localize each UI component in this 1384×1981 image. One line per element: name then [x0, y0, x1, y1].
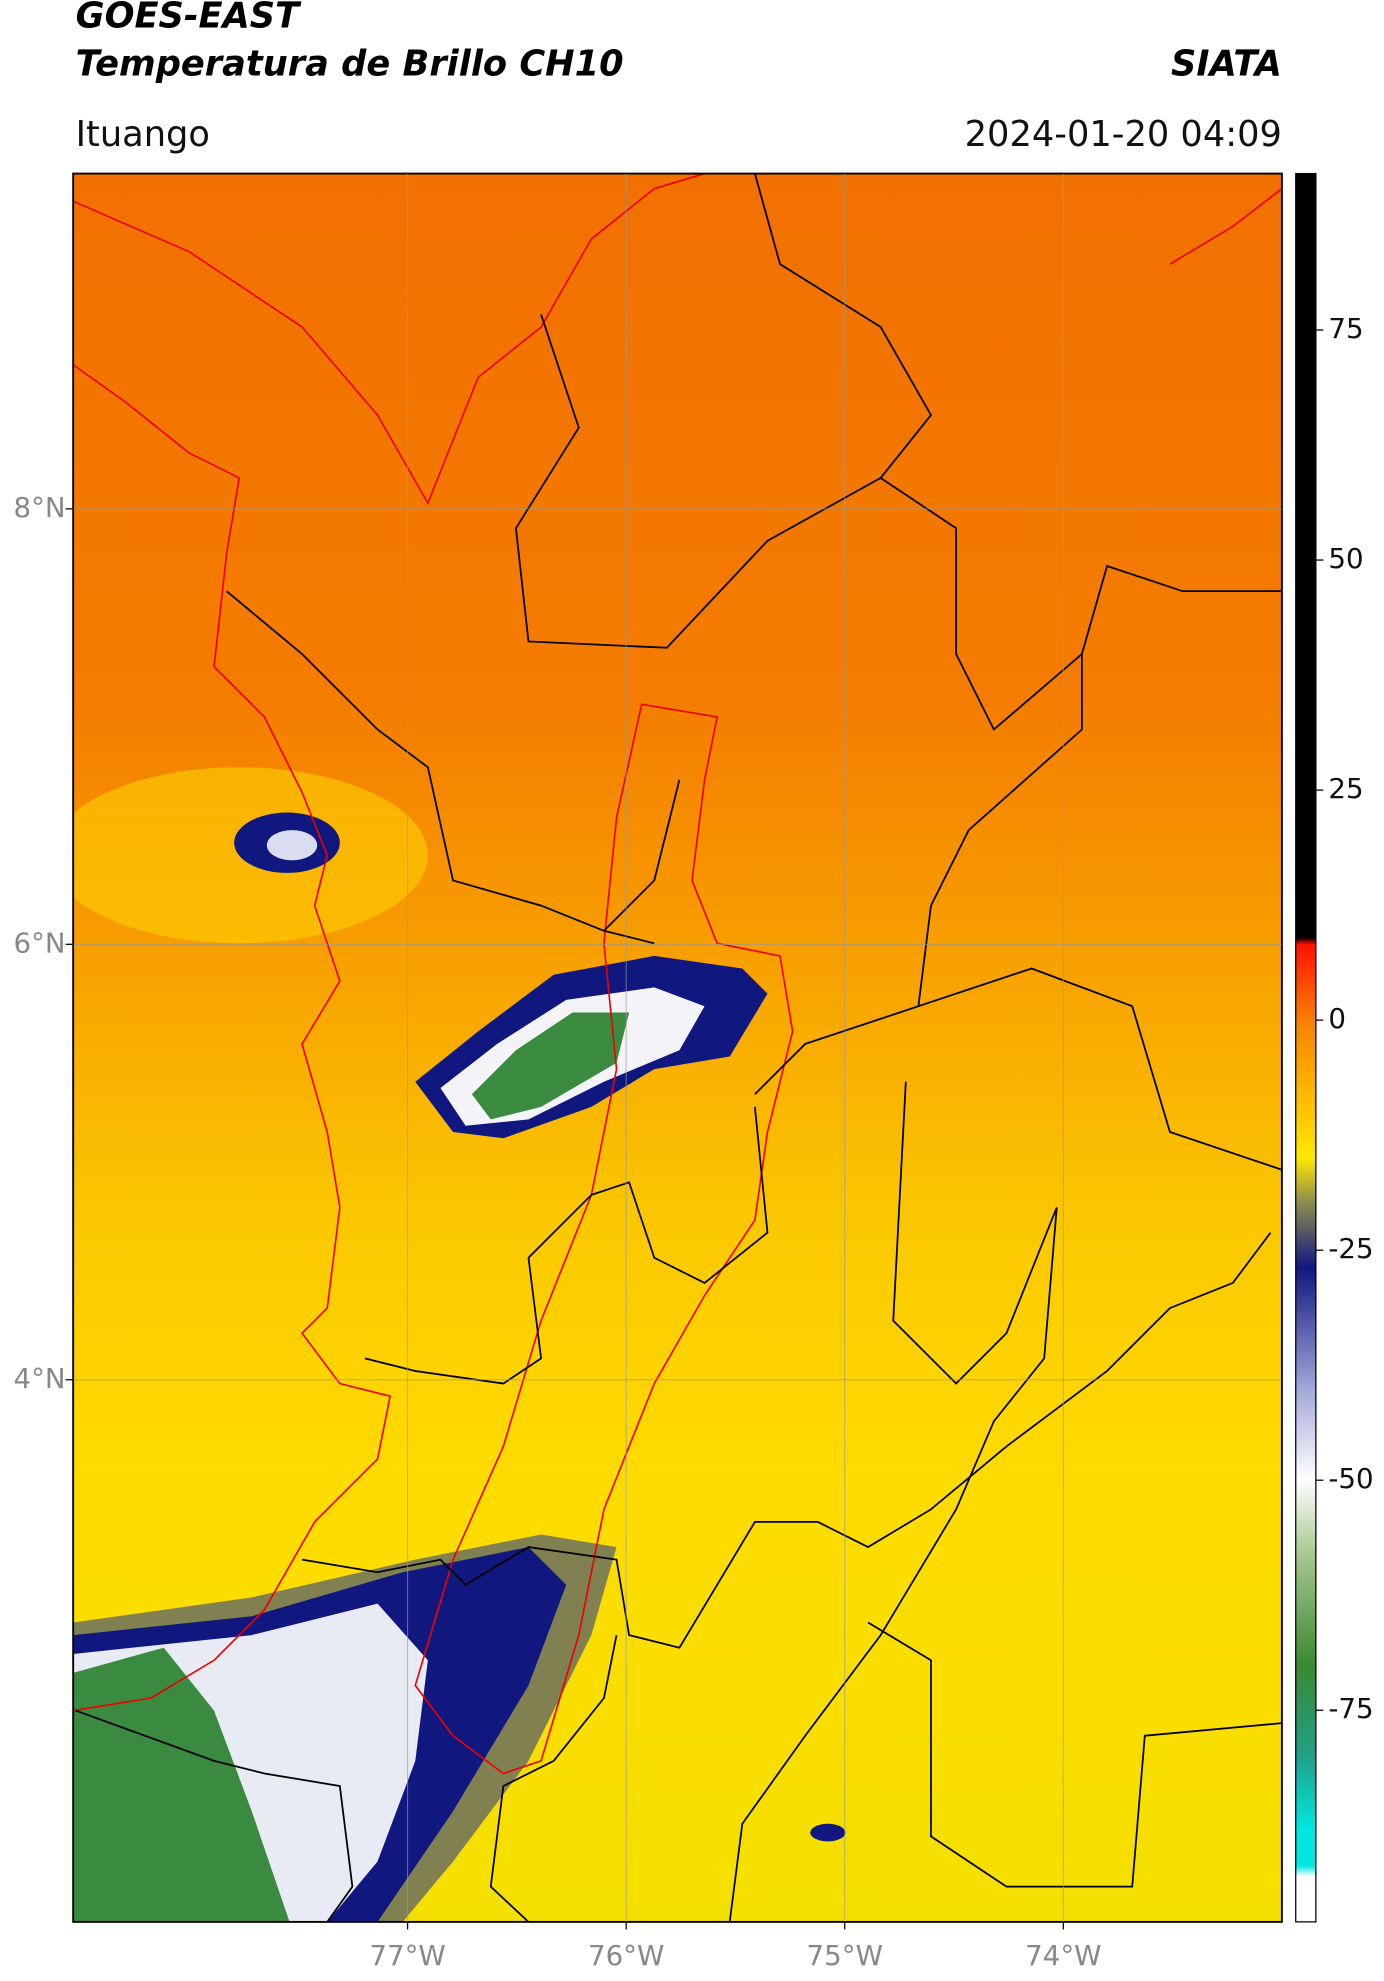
coastline [73, 173, 1282, 505]
map [73, 173, 1282, 1922]
colorbar-label: 50 [1328, 542, 1363, 575]
border [364, 1081, 1058, 1922]
x-tick-label: 75°W [807, 1939, 883, 1972]
x-tick-label: 76°W [588, 1939, 664, 1972]
cloud [73, 1534, 617, 1922]
colorbar [1295, 172, 1317, 1923]
title: GOES-EAST [76, 0, 302, 37]
y-tick-label: 4°N [14, 1362, 66, 1395]
colorbar-label: 0 [1328, 1002, 1346, 1035]
colorbar-label: 75 [1328, 312, 1363, 345]
cloud [266, 830, 318, 861]
border [75, 1709, 354, 1922]
x-tick-label: 77°W [369, 1939, 445, 1972]
y-tick-label: 8°N [14, 491, 66, 524]
colorbar-label: 25 [1328, 772, 1363, 805]
x-tick-label: 74°W [1025, 1939, 1101, 1972]
source: SIATA [1171, 43, 1282, 84]
map-frame [72, 172, 1283, 1923]
coastline [73, 364, 392, 1712]
y-tick-label: 6°N [14, 926, 66, 959]
border [301, 1232, 1282, 1922]
colorbar-label: -75 [1328, 1692, 1373, 1725]
border [754, 477, 1282, 1171]
cloud [810, 1823, 846, 1842]
location: Ituango [76, 114, 210, 155]
colorbar-label: -50 [1328, 1462, 1373, 1495]
border [226, 590, 681, 945]
datetime: 2024-01-20 04:09 [965, 114, 1282, 155]
cloud [415, 955, 768, 1139]
subtitle: Temperatura de Brillo CH10 [76, 43, 624, 84]
colorbar-label: -25 [1328, 1232, 1373, 1265]
border [515, 173, 933, 649]
